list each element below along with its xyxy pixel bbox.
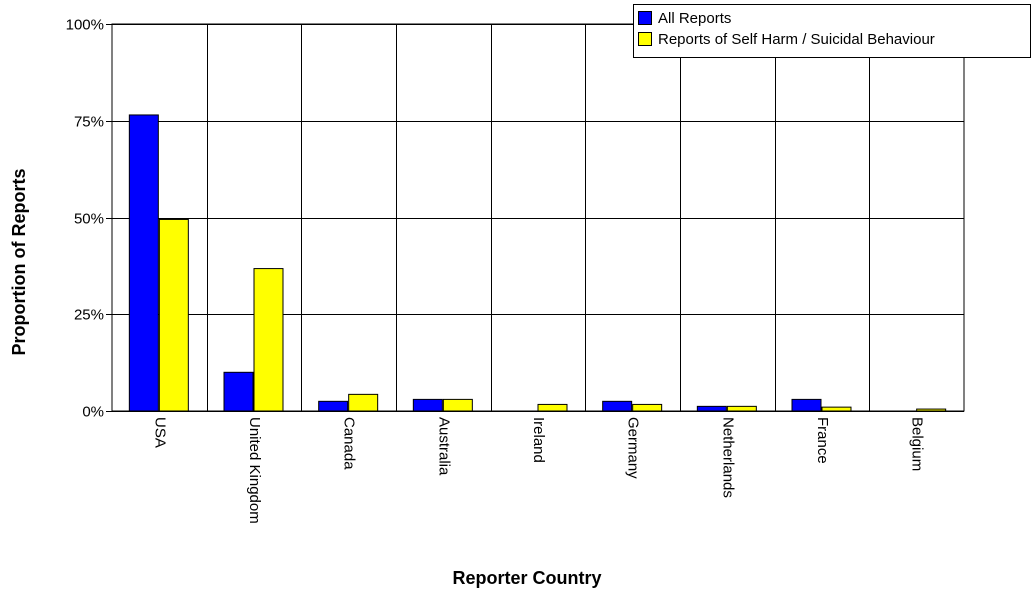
bar-all-reports-france bbox=[791, 398, 822, 412]
legend-box bbox=[633, 4, 1031, 58]
bar-all-reports-usa bbox=[128, 114, 159, 412]
bar-all-reports-canada bbox=[318, 400, 349, 412]
y-tick-label: 25% bbox=[74, 307, 104, 324]
y-tick-label: 75% bbox=[74, 114, 104, 131]
bar-self-harm-netherlands bbox=[726, 405, 757, 412]
y-tick-labels: 0% 25% 50% 75% 100% bbox=[66, 17, 104, 421]
legend-swatch bbox=[638, 32, 652, 46]
x-category-label: Netherlands bbox=[719, 417, 736, 498]
bar-self-harm-canada bbox=[348, 393, 379, 412]
bar-self-harm-australia bbox=[442, 398, 473, 412]
bar-self-harm-germany bbox=[632, 403, 663, 412]
y-tick-label: 0% bbox=[82, 404, 104, 421]
x-category-label: Ireland bbox=[530, 417, 547, 463]
x-category-label: USA bbox=[151, 417, 168, 448]
grid bbox=[111, 23, 965, 412]
x-category-label: France bbox=[814, 417, 831, 464]
bars bbox=[128, 114, 947, 412]
x-category-label: Germany bbox=[625, 417, 642, 479]
y-axis-title: Proportion of Reports bbox=[9, 169, 29, 356]
x-category-label: Belgium bbox=[909, 417, 926, 471]
axes bbox=[106, 24, 964, 412]
bar-all-reports-united-kingdom bbox=[223, 371, 254, 412]
legend-label: Reports of Self Harm / Suicidal Behaviou… bbox=[658, 31, 935, 48]
plot-frame bbox=[111, 23, 965, 412]
x-category-label: Canada bbox=[341, 417, 358, 470]
legend-swatch bbox=[638, 11, 652, 25]
legend: All Reports Reports of Self Harm / Suicid… bbox=[633, 4, 1031, 58]
bar-all-reports-germany bbox=[602, 400, 633, 412]
bar-all-reports-netherlands bbox=[696, 405, 727, 412]
x-category-label: United Kingdom bbox=[246, 417, 263, 524]
x-category-labels: USA United Kingdom Canada Australia Ireland G… bbox=[151, 417, 925, 524]
x-category-label: Australia bbox=[435, 417, 452, 476]
bar-self-harm-belgium bbox=[916, 408, 947, 412]
bar-self-harm-ireland bbox=[537, 403, 568, 412]
bar-all-reports-australia bbox=[412, 398, 443, 412]
bar-self-harm-united-kingdom bbox=[253, 268, 284, 412]
x-axis-title: Reporter Country bbox=[452, 568, 601, 588]
y-tick-label: 50% bbox=[74, 211, 104, 228]
legend-label: All Reports bbox=[658, 10, 731, 27]
y-tick-label: 100% bbox=[66, 17, 104, 34]
bar-self-harm-france bbox=[821, 406, 852, 412]
bar-self-harm-usa bbox=[158, 218, 189, 412]
